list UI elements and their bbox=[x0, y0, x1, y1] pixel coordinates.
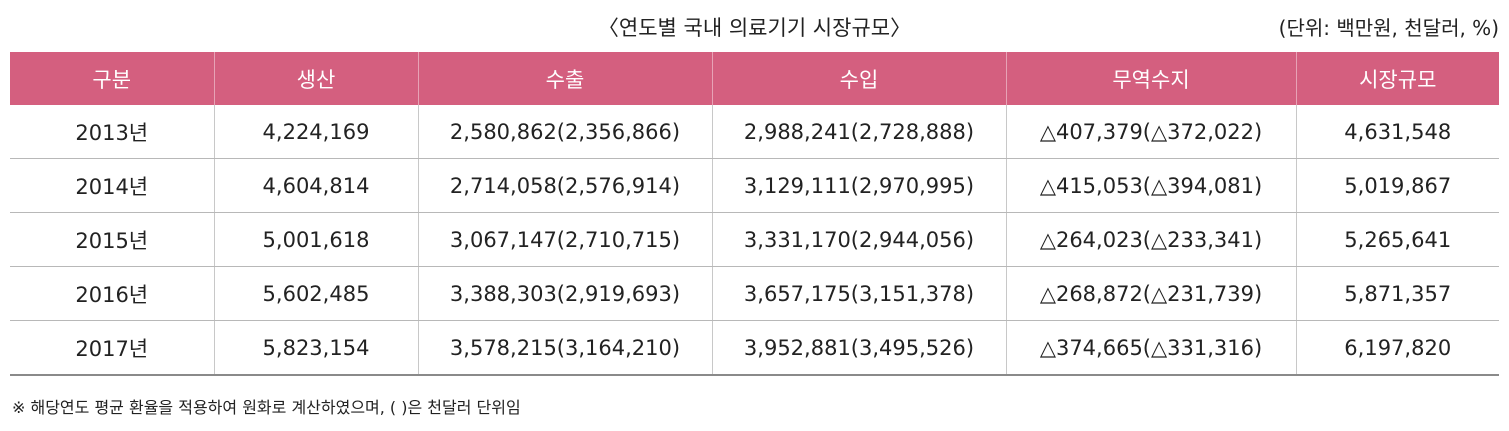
header-import: 수입 bbox=[711, 52, 1006, 105]
unit-label: (단위: 백만원, 천달러, %) bbox=[1278, 16, 1499, 40]
cell-production: 4,604,814 bbox=[213, 158, 418, 213]
cell-market-size: 5,019,867 bbox=[1295, 158, 1499, 213]
cell-trade-balance: △415,053(△394,081) bbox=[1005, 158, 1296, 213]
header-export: 수출 bbox=[417, 52, 712, 105]
header-row: 구분 생산 수출 수입 무역수지 시장규모 bbox=[10, 52, 1499, 105]
cell-trade-balance: △264,023(△233,341) bbox=[1005, 212, 1296, 267]
cell-market-size: 6,197,820 bbox=[1295, 320, 1499, 376]
cell-export: 3,067,147(2,710,715) bbox=[417, 212, 712, 267]
cell-import: 3,657,175(3,151,378) bbox=[711, 266, 1006, 321]
table-row: 2015년 5,001,618 3,067,147(2,710,715) 3,3… bbox=[10, 212, 1499, 267]
table-row: 2017년 5,823,154 3,578,215(3,164,210) 3,9… bbox=[10, 320, 1499, 376]
cell-market-size: 4,631,548 bbox=[1295, 105, 1499, 159]
header-trade-balance: 무역수지 bbox=[1005, 52, 1296, 105]
cell-export: 3,388,303(2,919,693) bbox=[417, 266, 712, 321]
cell-trade-balance: △407,379(△372,022) bbox=[1005, 105, 1296, 159]
cell-export: 3,578,215(3,164,210) bbox=[417, 320, 712, 376]
cell-export: 2,580,862(2,356,866) bbox=[417, 105, 712, 159]
cell-market-size: 5,265,641 bbox=[1295, 212, 1499, 267]
cell-production: 5,001,618 bbox=[213, 212, 418, 267]
market-size-table: 구분 생산 수출 수입 무역수지 시장규모 2013년 4,224,169 2,… bbox=[10, 52, 1499, 376]
cell-export: 2,714,058(2,576,914) bbox=[417, 158, 712, 213]
cell-trade-balance: △268,872(△231,739) bbox=[1005, 266, 1296, 321]
cell-import: 3,331,170(2,944,056) bbox=[711, 212, 1006, 267]
cell-year: 2015년 bbox=[10, 212, 214, 267]
header-market-size: 시장규모 bbox=[1295, 52, 1499, 105]
cell-trade-balance: △374,665(△331,316) bbox=[1005, 320, 1296, 376]
cell-import: 3,129,111(2,970,995) bbox=[711, 158, 1006, 213]
table-row: 2014년 4,604,814 2,714,058(2,576,914) 3,1… bbox=[10, 158, 1499, 213]
cell-production: 5,602,485 bbox=[213, 266, 418, 321]
cell-year: 2014년 bbox=[10, 158, 214, 213]
table-row: 2013년 4,224,169 2,580,862(2,356,866) 2,9… bbox=[10, 105, 1499, 159]
header-category: 구분 bbox=[10, 52, 214, 105]
cell-production: 4,224,169 bbox=[213, 105, 418, 159]
table-title: 〈연도별 국내 의료기기 시장규모〉 bbox=[597, 16, 912, 40]
table-row: 2016년 5,602,485 3,388,303(2,919,693) 3,6… bbox=[10, 266, 1499, 321]
cell-year: 2017년 bbox=[10, 320, 214, 376]
footnote: ※ 해당연도 평균 환율을 적용하여 원화로 계산하였으며, ( )은 천달러 … bbox=[12, 398, 521, 417]
cell-year: 2016년 bbox=[10, 266, 214, 321]
cell-production: 5,823,154 bbox=[213, 320, 418, 376]
cell-market-size: 5,871,357 bbox=[1295, 266, 1499, 321]
cell-import: 3,952,881(3,495,526) bbox=[711, 320, 1006, 376]
cell-import: 2,988,241(2,728,888) bbox=[711, 105, 1006, 159]
cell-year: 2013년 bbox=[10, 105, 214, 159]
header-production: 생산 bbox=[213, 52, 418, 105]
title-row: 〈연도별 국내 의료기기 시장규모〉 (단위: 백만원, 천달러, %) bbox=[10, 12, 1499, 44]
